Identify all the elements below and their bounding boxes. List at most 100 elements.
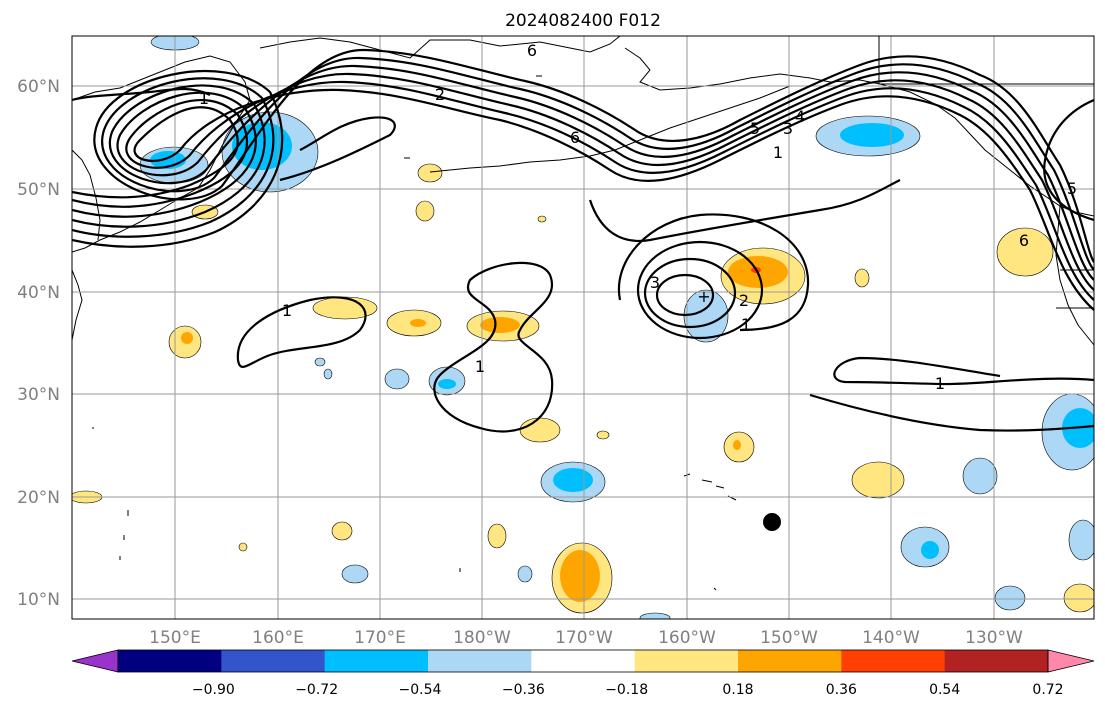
colorbar-tick-label: 0.72 (1032, 682, 1063, 698)
shade-region (851, 461, 905, 499)
coast-okhotsk (72, 149, 101, 241)
coast-chukotka (259, 36, 621, 59)
longitude-axis: 150°E 160°E 170°E 180°W 170°W 160°W 150°… (149, 628, 1023, 648)
contour-line (72, 56, 1094, 271)
shade-region (323, 368, 333, 380)
shade-region (314, 357, 326, 367)
shade-region (1063, 583, 1094, 613)
contour-label: 2 (739, 291, 749, 310)
contour-label: 6 (1019, 231, 1029, 250)
shade-region (417, 163, 443, 183)
colorbar-segment (531, 650, 636, 672)
colorbar-segment (118, 650, 222, 672)
colorbar-segment (944, 650, 1049, 672)
shade-region (415, 200, 435, 222)
shade-region (341, 564, 369, 584)
colorbar: −0.90 −0.72 −0.54 −0.36 −0.18 0.18 0.36 0.54 0.7… (71, 649, 1095, 698)
contour-line (72, 87, 211, 102)
shade-region (962, 457, 998, 495)
shade-region (553, 468, 593, 492)
contour-label: 1 (199, 89, 209, 108)
shade-region (596, 430, 610, 440)
lon-label: 140°W (862, 628, 920, 648)
colorbar-extension-low (71, 649, 119, 673)
contour-line (617, 213, 810, 332)
contour-label: 5 (1067, 179, 1077, 198)
contour-labels: 1 2 6 1 3 4 5 6 3 2 1 1 1 1 5 6 (199, 41, 1077, 393)
shade-region (410, 319, 426, 327)
contour-label: 5 (750, 119, 760, 138)
lon-label: 150°E (149, 628, 201, 648)
shade-region (537, 215, 547, 223)
shade-region (487, 523, 507, 549)
lon-label: 160°E (252, 628, 304, 648)
border-alaska-canada (878, 36, 1094, 85)
shade-region (996, 227, 1054, 277)
shade-region (921, 541, 939, 559)
contour-line (636, 240, 764, 340)
contour-label: 1 (741, 315, 751, 334)
lon-label: 170°W (555, 628, 613, 648)
map-title: 2024082400 F012 (505, 11, 661, 31)
contour-label: 1 (282, 301, 292, 320)
lon-label: 160°W (658, 628, 716, 648)
contour-label: 1 (935, 374, 945, 393)
shade-region (438, 379, 456, 389)
map-frame (71, 35, 1095, 620)
coast-japan (72, 269, 83, 341)
shade-region (238, 542, 248, 552)
shade-region (312, 296, 378, 320)
contour-label: 1 (475, 357, 485, 376)
coast-islands (92, 75, 717, 591)
colorbar-tick-label: −0.18 (605, 682, 648, 698)
colorbar-segment (841, 650, 946, 672)
colorbar-extension-high (1047, 649, 1095, 673)
contour-line (1043, 98, 1094, 222)
colorbar-tick-label: −0.54 (399, 682, 442, 698)
contour-line (72, 64, 1094, 281)
shade-region (331, 521, 353, 541)
contour-line (655, 273, 715, 317)
lat-label: 30°N (17, 385, 60, 405)
contour-label: 6 (570, 128, 580, 147)
colorbar-segment (428, 650, 532, 672)
colorbar-segment (324, 650, 429, 672)
contour-label: 3 (783, 119, 793, 138)
lat-label: 50°N (17, 180, 60, 200)
contour-label: 1 (773, 143, 783, 162)
contour-line (588, 179, 901, 243)
lon-label: 180°W (453, 628, 511, 648)
lon-label: 170°E (354, 628, 406, 648)
contour-label: 6 (527, 41, 537, 60)
contour-line (72, 72, 1094, 291)
shade-region (1068, 519, 1094, 561)
contour-line (72, 48, 1094, 263)
colorbar-tick-label: −0.72 (295, 682, 338, 698)
shade-region (840, 123, 904, 147)
colorbar-tick-label: −0.90 (192, 682, 235, 698)
colorbar-segment (738, 650, 842, 672)
lat-label: 10°N (17, 590, 60, 610)
contours (72, 48, 1094, 433)
location-marker (763, 513, 781, 531)
shade-region (994, 585, 1026, 611)
graticule (72, 36, 1094, 619)
lon-label: 130°W (965, 628, 1023, 648)
shade-region (854, 268, 870, 288)
shade-region (480, 317, 520, 333)
contour-line (279, 116, 396, 182)
colorbar-tick-label: 0.18 (722, 682, 753, 698)
colorbar-tick-label: 0.54 (929, 682, 960, 698)
contour-line (236, 296, 367, 368)
contour-line (809, 393, 1094, 432)
contour-line (433, 261, 554, 433)
shade-region (384, 368, 410, 390)
lat-label: 20°N (17, 488, 60, 508)
lon-label: 150°W (760, 628, 818, 648)
colorbar-tick-label: 0.36 (826, 682, 857, 698)
colorbar-segment (634, 650, 739, 672)
contour-label: 2 (435, 85, 445, 104)
shade-region (560, 550, 600, 602)
coast-alaska-west (624, 47, 881, 91)
